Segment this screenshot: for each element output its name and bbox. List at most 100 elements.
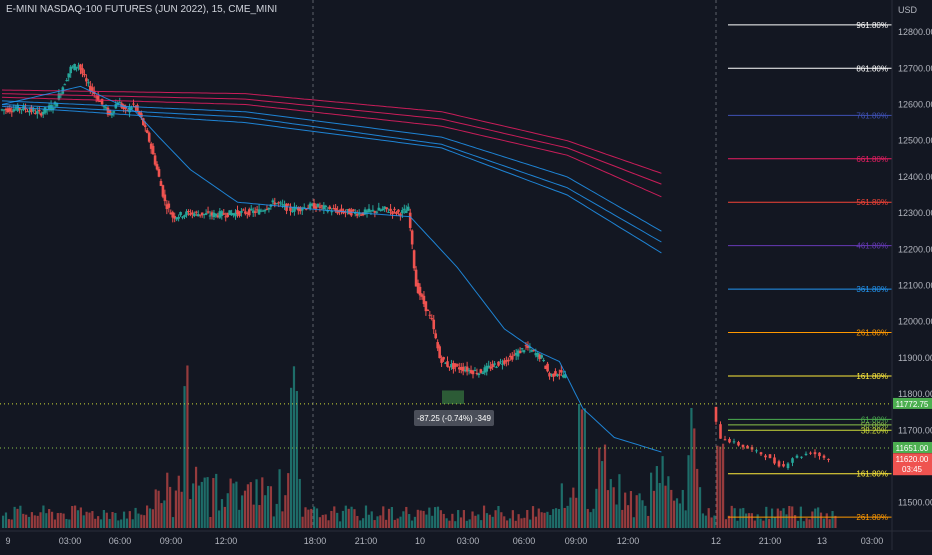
- candle-body: [518, 350, 522, 354]
- candle-body: [193, 213, 196, 216]
- volume-bar: [817, 507, 820, 528]
- candle-body: [393, 208, 396, 210]
- volume-bar: [667, 476, 670, 528]
- candle-body: [202, 213, 206, 215]
- candle-body: [538, 354, 542, 359]
- volume-bar: [621, 509, 624, 528]
- candle-body: [497, 361, 500, 366]
- candle-body: [391, 211, 394, 215]
- volume-bar: [321, 514, 324, 528]
- volume-bar: [169, 486, 172, 528]
- candle-body: [377, 207, 381, 211]
- candle-body: [336, 210, 339, 214]
- candle-body: [206, 211, 210, 213]
- volume-bar: [713, 515, 716, 528]
- candle-body: [295, 208, 298, 210]
- candle-body: [55, 102, 59, 107]
- volume-bar: [160, 503, 163, 528]
- y-tick-label: 12400.00: [898, 172, 932, 182]
- candle-body: [552, 373, 555, 377]
- y-tick-label: 12200.00: [898, 244, 932, 254]
- volume-bar: [454, 521, 457, 528]
- volume-bar: [690, 407, 693, 528]
- volume-bar: [359, 520, 362, 528]
- candle-body: [191, 212, 194, 214]
- volume-bar: [379, 515, 382, 528]
- volume-bar: [431, 515, 434, 528]
- candle-body: [546, 363, 549, 372]
- volume-bar: [151, 509, 154, 528]
- volume-bar: [537, 508, 540, 528]
- volume-bar: [261, 477, 264, 528]
- volume-bar: [154, 489, 157, 528]
- candle-body: [563, 374, 567, 378]
- volume-bar: [243, 490, 247, 528]
- candle-body: [520, 348, 524, 350]
- candle-body: [179, 212, 182, 216]
- volume-bar: [68, 519, 71, 528]
- candle-body: [522, 350, 526, 353]
- candle-body: [556, 374, 559, 377]
- volume-bar: [517, 514, 520, 528]
- volume-bar: [362, 518, 365, 528]
- volume-bar: [745, 513, 748, 528]
- volume-bar: [471, 511, 474, 528]
- candle-body: [98, 101, 102, 103]
- volume-bar: [462, 510, 465, 528]
- candle-body: [768, 454, 772, 459]
- volume-bar: [822, 518, 825, 528]
- volume-bar: [353, 509, 356, 528]
- candle-body: [324, 205, 328, 207]
- volume-bars: [2, 365, 837, 528]
- volume-bar: [180, 491, 183, 528]
- volume-bar: [336, 512, 339, 528]
- candle-body: [800, 456, 803, 458]
- candle-body: [26, 111, 29, 113]
- candle-body: [149, 143, 153, 149]
- candle-body: [230, 212, 233, 216]
- candle-body: [310, 203, 314, 206]
- candle-body: [304, 208, 308, 210]
- candle-body: [57, 93, 61, 100]
- volume-bar: [652, 490, 656, 528]
- volume-bar: [624, 492, 627, 528]
- y-tick-label: 12300.00: [898, 208, 932, 218]
- volume-bar: [25, 514, 28, 528]
- candle-body: [467, 369, 471, 371]
- volume-bar: [125, 518, 129, 528]
- candle-body: [479, 369, 483, 373]
- candle-body: [813, 452, 817, 455]
- candle-body: [183, 215, 186, 217]
- candle-body: [410, 230, 414, 245]
- volume-bar: [828, 519, 831, 528]
- candle-body: [465, 366, 469, 372]
- candle-body: [459, 366, 463, 370]
- volume-bar: [48, 509, 51, 528]
- volume-bar: [416, 509, 419, 528]
- candle-body: [228, 210, 231, 216]
- candle-body: [448, 366, 451, 368]
- volume-bar: [698, 487, 702, 528]
- volume-bar: [644, 505, 647, 528]
- candle-body: [719, 424, 722, 439]
- candle-body: [34, 113, 37, 115]
- price-badge-text: 11651.00: [896, 444, 929, 453]
- candle-body: [226, 212, 229, 217]
- volume-bar: [97, 516, 100, 528]
- candle-body: [426, 309, 430, 311]
- volume-bar: [701, 513, 705, 528]
- price-badge: [893, 442, 932, 454]
- fib-label: 661.80%: [856, 155, 888, 164]
- candle-body: [795, 455, 799, 458]
- volume-bar: [494, 510, 497, 528]
- candle-body: [440, 358, 443, 363]
- volume-bar: [819, 512, 823, 528]
- volume-bar: [552, 509, 555, 528]
- candle-body: [544, 365, 547, 369]
- volume-bar: [673, 500, 676, 528]
- volume-bar: [194, 466, 198, 528]
- candle-body: [236, 210, 239, 215]
- candle-body: [126, 109, 129, 111]
